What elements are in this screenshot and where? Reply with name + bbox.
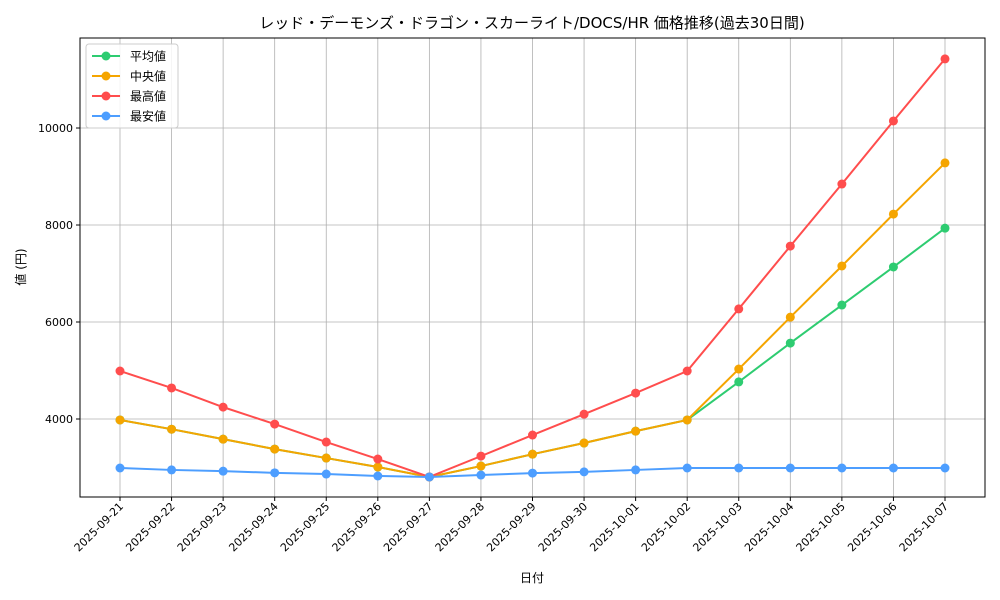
y-tick-label: 4000 (45, 413, 73, 426)
data-point (424, 472, 434, 482)
plot-frame (79, 37, 986, 498)
x-tick-label: 2025-10-06 (845, 500, 899, 554)
x-tick-label: 2025-09-22 (123, 500, 177, 554)
data-point (476, 470, 486, 480)
x-axis-label: 日付 (520, 571, 544, 585)
data-point (734, 463, 744, 473)
x-tick-label: 2025-09-23 (175, 500, 229, 554)
x-tick-label: 2025-10-03 (690, 500, 744, 554)
x-tick-label: 2025-09-30 (536, 500, 590, 554)
x-tick-label: 2025-10-07 (897, 500, 951, 554)
data-point (682, 366, 692, 376)
y-tick-label: 6000 (45, 316, 73, 329)
legend-label: 平均値 (130, 49, 166, 64)
y-tick-label: 8000 (45, 219, 73, 232)
series-3 (115, 463, 950, 482)
series-2 (115, 54, 950, 482)
data-point (837, 463, 847, 473)
data-point (888, 116, 898, 126)
data-point (888, 209, 898, 219)
data-point (631, 388, 641, 398)
data-point (734, 377, 744, 387)
data-point (682, 463, 692, 473)
data-point (270, 468, 280, 478)
data-point (940, 463, 950, 473)
data-point (888, 262, 898, 272)
data-point (682, 415, 692, 425)
data-point (321, 469, 331, 479)
data-point (837, 179, 847, 189)
data-point (321, 453, 331, 463)
y-tick-label: 10000 (38, 122, 73, 135)
legend-label: 最高値 (130, 89, 166, 104)
data-point (785, 463, 795, 473)
data-point (321, 437, 331, 447)
x-tick-label: 2025-10-05 (794, 500, 848, 554)
data-point (837, 300, 847, 310)
data-point (373, 471, 383, 481)
data-point (940, 158, 950, 168)
data-point (528, 430, 537, 440)
data-point (734, 304, 744, 314)
data-point (167, 424, 177, 434)
legend-marker (101, 51, 111, 61)
data-point (579, 409, 589, 419)
data-point (528, 468, 537, 478)
x-tick-label: 2025-10-04 (742, 500, 796, 554)
data-point (270, 444, 280, 454)
x-tick-label: 2025-09-28 (433, 500, 487, 554)
x-tick-label: 2025-09-27 (381, 500, 435, 554)
legend-label: 最安値 (130, 109, 166, 124)
y-axis-label: 値 (円) (13, 248, 28, 285)
chart-title: レッド・デーモンズ・ドラゴン・スカーライト/DOCS/HR 価格推移(過去30日… (259, 14, 804, 32)
x-tick-label: 2025-09-26 (330, 500, 384, 554)
data-point (373, 454, 383, 464)
data-point (579, 467, 589, 477)
data-point (785, 312, 795, 322)
data-point (115, 366, 125, 376)
data-point (888, 463, 898, 473)
data-point (528, 449, 537, 459)
data-point (167, 465, 177, 475)
legend-marker (101, 91, 111, 101)
data-point (940, 223, 950, 233)
legend-marker (101, 71, 111, 81)
data-point (476, 461, 486, 471)
data-point (837, 261, 847, 271)
data-point (270, 419, 280, 429)
data-point (734, 364, 744, 374)
data-point (218, 466, 228, 476)
data-point (167, 383, 177, 393)
legend-box (85, 43, 179, 129)
data-point (373, 462, 383, 472)
x-tick-label: 2025-10-02 (639, 500, 693, 554)
data-point (631, 426, 641, 436)
data-point (631, 465, 641, 475)
x-tick-label: 2025-10-01 (587, 500, 641, 554)
data-point (218, 402, 228, 412)
x-tick-label: 2025-09-21 (72, 500, 126, 554)
data-point (476, 451, 486, 461)
data-point (115, 463, 125, 473)
data-point (218, 434, 228, 444)
x-tick-label: 2025-09-29 (484, 500, 538, 554)
x-tick-label: 2025-09-24 (226, 500, 280, 554)
data-point (579, 438, 589, 448)
data-point (785, 241, 795, 251)
legend-marker (101, 111, 111, 121)
data-point (940, 54, 950, 64)
data-point (785, 338, 795, 348)
legend-label: 中央値 (130, 69, 166, 84)
data-point (115, 415, 125, 425)
x-tick-label: 2025-09-25 (278, 500, 332, 554)
